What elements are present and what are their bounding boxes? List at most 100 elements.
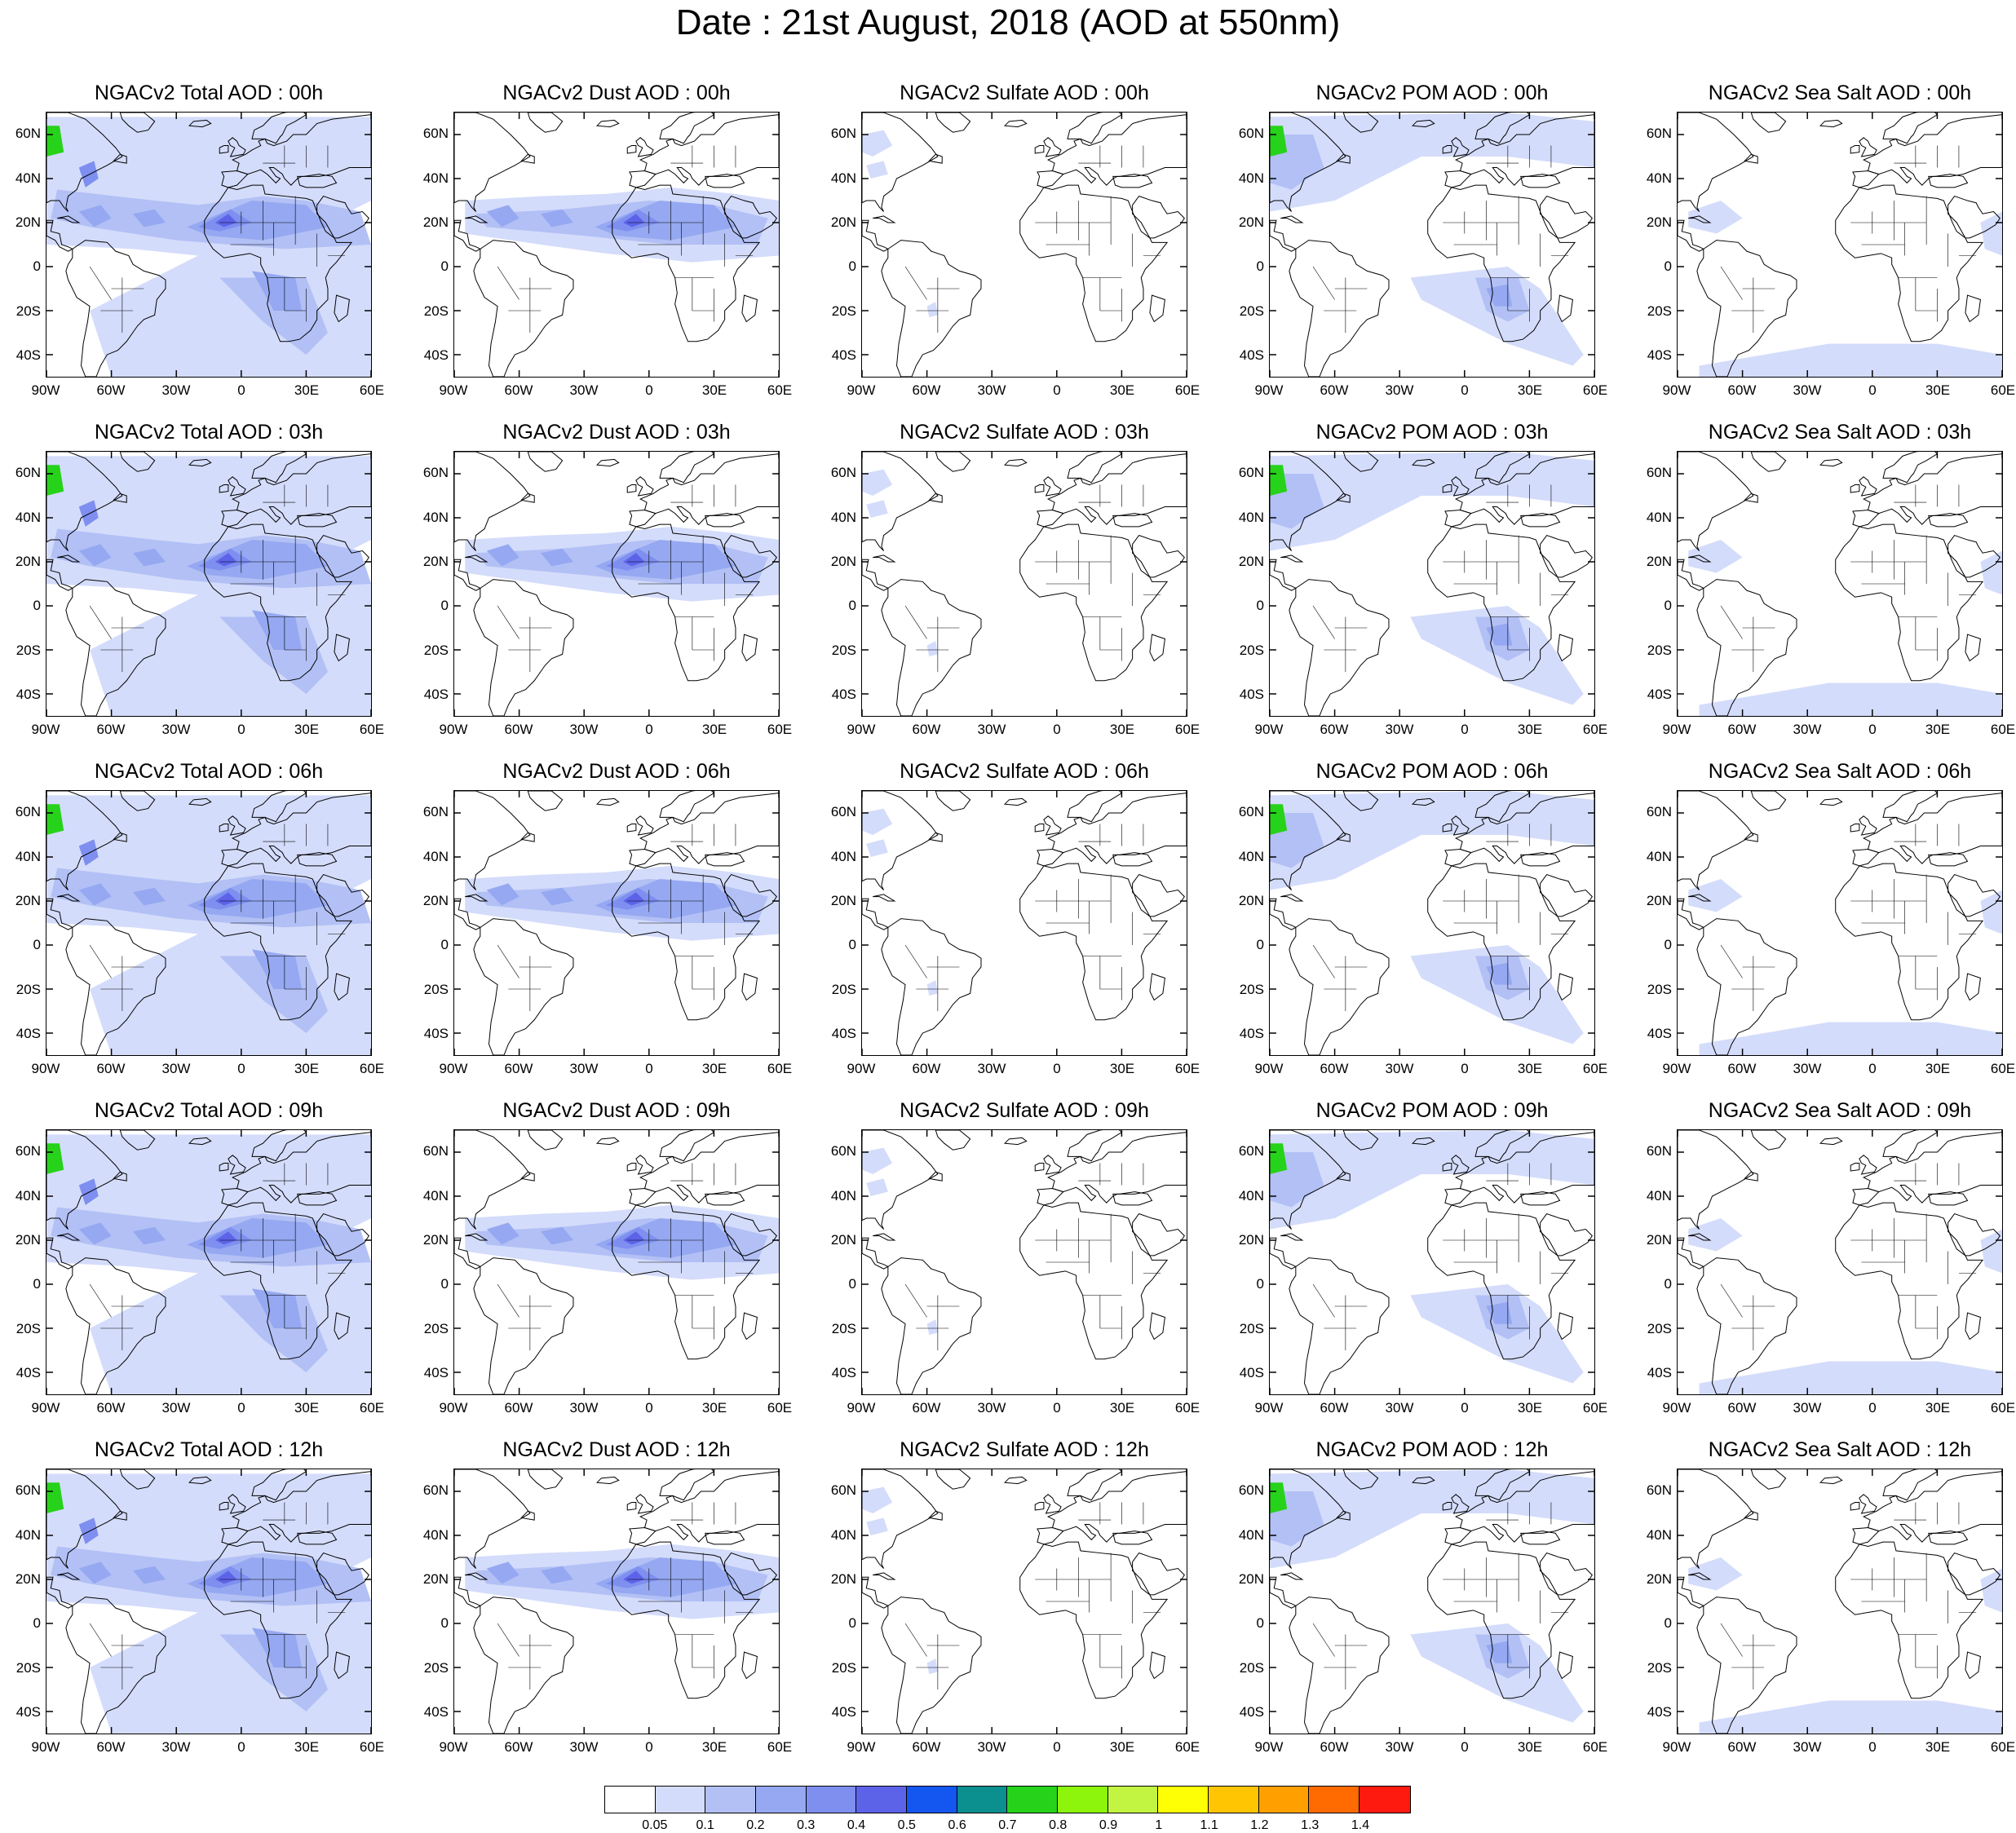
coastline-europe	[1454, 1471, 1594, 1543]
coastline-northAmerica	[862, 791, 939, 890]
coastline-scandinavia	[1474, 1469, 1531, 1501]
map-svg	[862, 452, 1187, 716]
lat-tick-label: 0	[1664, 258, 1672, 275]
lon-tick-label: 0	[1461, 382, 1469, 398]
aod-plume	[541, 1566, 573, 1584]
lat-tick-label: 20S	[831, 303, 856, 319]
colorbar-swatch	[655, 1787, 706, 1813]
lat-tick-label: 0	[33, 937, 41, 953]
coastline-ireland	[1442, 1163, 1452, 1172]
lat-tick-label: 40S	[1239, 1364, 1264, 1380]
country-border	[1720, 1623, 1743, 1657]
aod-plume	[78, 544, 112, 567]
country-border	[497, 266, 519, 300]
lon-tick-label: 90W	[847, 722, 876, 737]
coastline-centralAmerica	[1678, 1576, 1704, 1609]
lat-tick-label: 20S	[1239, 303, 1264, 319]
coastline-northAmerica	[862, 1130, 939, 1230]
aod-plume	[866, 500, 888, 518]
coastline-europe	[231, 1132, 371, 1204]
coastline-centralAmerica	[46, 1576, 73, 1609]
aod-plume	[78, 1222, 112, 1245]
map-frame	[861, 1469, 1187, 1734]
colorbar-label: 0.8	[1049, 1818, 1068, 1832]
aod-plume	[1980, 890, 2002, 934]
aod-plume	[1980, 211, 2002, 256]
lon-tick-label: 0	[645, 382, 653, 398]
lon-tick-label: 90W	[1254, 1061, 1284, 1076]
lon-tick-label: 0	[1461, 722, 1469, 737]
coastline-northAmerica	[1270, 1130, 1346, 1230]
colorbar-swatch	[605, 1787, 656, 1813]
lat-tick-label: 60N	[15, 126, 41, 142]
lon-tick-label: 30W	[569, 382, 599, 398]
aod-plume	[78, 205, 112, 227]
coastline-iceland	[1412, 1476, 1435, 1485]
lon-tick-label: 30W	[1793, 1739, 1822, 1755]
coastline-southAmerica	[881, 918, 982, 1055]
aod-plume	[862, 130, 893, 157]
colorbar-swatch	[957, 1787, 1008, 1813]
panel-title: NGACv2 Dust AOD : 09h	[502, 1099, 731, 1122]
lon-tick-label: 60W	[96, 722, 126, 737]
coastline-northAmerica	[862, 1469, 939, 1569]
colorbar-swatch	[856, 1787, 908, 1813]
coastline-cuba	[465, 215, 489, 223]
lat-tick-label: 20N	[1238, 1570, 1264, 1587]
coastline-newfoundland	[928, 832, 943, 842]
map-svg	[46, 791, 371, 1055]
coastline-madagascar	[1965, 973, 1981, 1001]
coastline-britain	[1451, 1155, 1470, 1175]
aod-plume	[486, 205, 519, 227]
lat-tick-label: 20S	[831, 981, 856, 997]
aod-plume	[46, 1482, 64, 1513]
lon-tick-label: 0	[1053, 1061, 1061, 1076]
coastline-ireland	[1850, 1502, 1860, 1511]
coastline-scandinavia	[251, 452, 307, 484]
coastline-iceland	[1412, 458, 1435, 467]
lat-tick-label: 20N	[15, 892, 41, 908]
country-border	[89, 266, 112, 300]
lat-tick-label: 20S	[423, 1320, 449, 1336]
lon-tick-label: 60E	[1582, 382, 1608, 398]
lat-tick-label: 20N	[1646, 892, 1672, 908]
coastline-anatolia	[1520, 513, 1561, 528]
lat-tick-label: 60N	[830, 465, 856, 481]
lat-tick-label: 40N	[1238, 848, 1264, 864]
lat-tick-label: 60N	[15, 1143, 41, 1159]
lon-tick-label: 30E	[1517, 1739, 1543, 1755]
coastline-ireland	[626, 484, 637, 493]
lon-tick-label: 60E	[1990, 1739, 2016, 1755]
coastline-northAmerica	[1678, 452, 1754, 551]
lon-tick-label: 0	[1868, 382, 1877, 398]
lat-tick-label: 20S	[15, 303, 41, 319]
panel-title: NGACv2 Sea Salt AOD : 03h	[1708, 421, 1972, 444]
aod-plume	[866, 1178, 888, 1196]
coastline-newfoundland	[1336, 1171, 1351, 1182]
coastline-centralAmerica	[46, 1237, 73, 1270]
lat-tick-label: 20N	[15, 553, 41, 569]
lon-tick-label: 90W	[1662, 1061, 1691, 1076]
aod-plume	[926, 1319, 938, 1336]
map-svg	[46, 113, 371, 377]
lat-tick-label: 60N	[1238, 1143, 1264, 1159]
coastline-northAmerica	[454, 113, 531, 212]
panel-title: NGACv2 Sea Salt AOD : 12h	[1708, 1438, 1972, 1461]
map-svg	[454, 791, 779, 1055]
lat-tick-label: 20N	[1646, 1231, 1672, 1248]
coastline-cuba	[1280, 1233, 1304, 1241]
lat-tick-label: 60N	[1646, 1143, 1672, 1159]
coastline-scandinavia	[659, 1469, 715, 1501]
lat-tick-label: 20N	[1238, 553, 1264, 569]
lat-tick-label: 0	[848, 258, 856, 275]
coastline-arabia	[316, 1212, 369, 1257]
coastline-greenland	[1342, 452, 1379, 472]
coastline-britain	[1451, 1494, 1470, 1514]
lat-tick-label: 40S	[15, 686, 41, 702]
coastline-northAmerica	[454, 1469, 531, 1569]
coastline-madagascar	[741, 1651, 758, 1680]
coastline-iceland	[1412, 797, 1435, 806]
colorbar-label: 0.1	[696, 1818, 714, 1832]
coastline-britain	[1859, 1494, 1877, 1514]
coastline-greenland	[1750, 1469, 1787, 1490]
